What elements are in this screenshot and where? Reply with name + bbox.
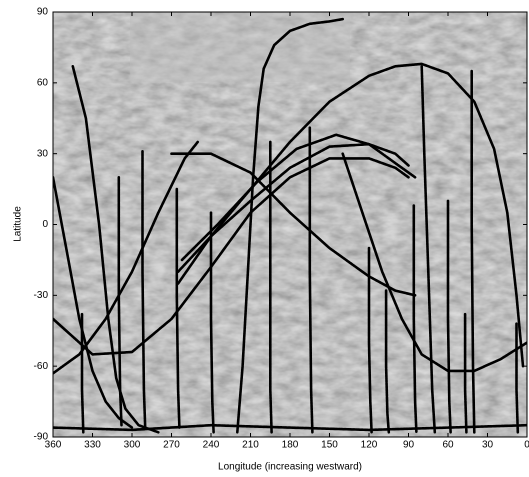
y-tick-label: -90 (34, 432, 49, 443)
track (463, 312, 468, 434)
x-tick-label: 180 (282, 440, 299, 451)
track (367, 246, 373, 434)
x-tick-label: 150 (321, 440, 338, 451)
track (420, 65, 437, 434)
x-tick-label: 30 (482, 440, 494, 451)
track (71, 65, 160, 434)
x-tick-label: 360 (45, 440, 62, 451)
y-tick-label: 90 (37, 7, 49, 18)
track (53, 423, 527, 432)
y-tick-label: -60 (34, 361, 49, 372)
track (384, 289, 391, 434)
track (236, 17, 344, 434)
track (515, 322, 520, 434)
x-tick-label: 120 (361, 440, 378, 451)
x-tick-label: 270 (163, 440, 180, 451)
x-tick-label: 300 (124, 440, 141, 451)
tracks (53, 17, 527, 434)
track (80, 312, 85, 434)
track (446, 199, 452, 434)
x-tick-label: 90 (403, 440, 415, 451)
x-tick-label: 210 (242, 440, 259, 451)
y-tick-label: 0 (42, 219, 48, 230)
track (175, 187, 181, 429)
track (470, 69, 476, 434)
track (53, 176, 134, 429)
x-tick-label: 0 (524, 440, 529, 451)
x-tick-label: 330 (84, 440, 101, 451)
y-tick-label: 60 (37, 77, 49, 88)
track (141, 150, 147, 429)
track (341, 152, 527, 373)
y-tick-label: 30 (37, 148, 49, 159)
track (209, 211, 215, 434)
track (180, 133, 417, 262)
x-axis-label: Longitude (increasing westward) (218, 462, 362, 473)
track (308, 126, 314, 434)
track (53, 140, 200, 375)
track (412, 204, 418, 434)
y-tick-label: -30 (34, 290, 49, 301)
y-axis-label: Latitude (13, 206, 24, 242)
x-tick-label: 60 (442, 440, 454, 451)
track (269, 140, 273, 434)
x-tick-label: 240 (203, 440, 220, 451)
track (117, 176, 123, 427)
